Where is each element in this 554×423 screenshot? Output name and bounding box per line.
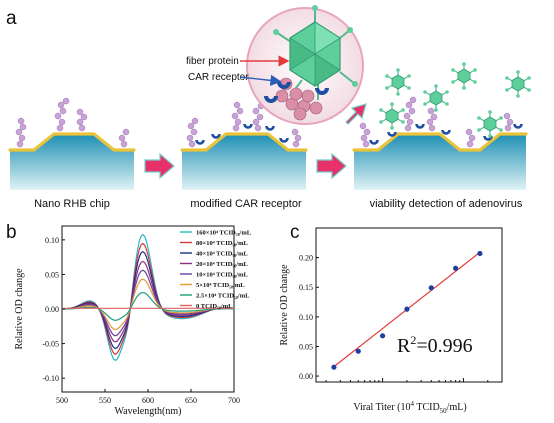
titer-points xyxy=(331,250,483,370)
spectra-x-tick-label: 600 xyxy=(142,396,154,405)
spectra-x-tick-label: 500 xyxy=(56,396,68,405)
titer-y-tick-label: 0.00 xyxy=(299,372,313,381)
spectra-y-tick-label: -0.10 xyxy=(42,374,59,383)
titer-y-tick-label: 0.20 xyxy=(299,254,313,263)
spectra-x-axis-label: Wavelength(nm) xyxy=(115,406,182,417)
process-arrow-1 xyxy=(144,152,175,180)
spectra-x-tick-label: 700 xyxy=(228,396,240,405)
legend-entry: 20×10⁴ TCID₅₀/mL xyxy=(196,261,249,268)
caption-modified: modified CAR receptor xyxy=(190,198,302,210)
legend-entry: 160×10⁴ TCID₅₀/mL xyxy=(196,230,252,237)
legend-entry: 0 TCID₅₀/mL xyxy=(196,303,233,310)
panel-c: c 0.00 0.05 0.10 0.15 0.20 R2=0.996 Viral Ti… xyxy=(279,222,503,415)
titer-x-axis-label: Viral Titer (104 TCID50/mL) xyxy=(353,400,466,415)
spectra-y-ticks: -0.10 -0.05 0.00 0.05 0.10 xyxy=(42,236,65,383)
panel-a: a xyxy=(6,5,532,210)
spectra-series-line xyxy=(62,291,235,321)
legend-entry: 5×10⁴ TCID₅₀/mL xyxy=(196,282,245,289)
process-arrow-2 xyxy=(316,152,347,180)
process-arrow-3 xyxy=(345,103,367,125)
titer-y-tick-label: 0.15 xyxy=(299,283,313,292)
zoom-virus xyxy=(273,5,358,100)
legend-entry: 2.5×10⁴ TCID₅₀/mL xyxy=(196,293,250,300)
spectra-x-tick-label: 550 xyxy=(99,396,111,405)
titer-y-tick-label: 0.05 xyxy=(299,342,313,351)
data-point xyxy=(404,306,410,312)
panel-label-b: b xyxy=(6,222,17,243)
caption-chip: Nano RHB chip xyxy=(34,198,110,210)
legend-entry: 80×10⁴ TCID₅₀/mL xyxy=(196,240,249,247)
data-point xyxy=(379,333,386,339)
spectra-x-tick-label: 650 xyxy=(185,396,197,405)
caption-detection: viability detection of adenovirus xyxy=(370,198,523,210)
legend-entry: 10×10⁴ TCID₅₀/mL xyxy=(196,272,249,279)
spectra-series-line xyxy=(61,278,235,331)
panel-label-a: a xyxy=(6,8,17,29)
spectra-x-ticks: 500 550 600 650 700 xyxy=(56,389,240,405)
data-point xyxy=(428,285,434,291)
spectra-y-axis-label: Relative OD change xyxy=(14,268,25,350)
spectra-y-tick-label: -0.05 xyxy=(42,340,59,349)
zoom-circle xyxy=(246,5,364,125)
titer-y-ticks: 0.00 0.05 0.10 0.15 0.20 xyxy=(299,254,319,381)
car-receptor-label: CAR receptor xyxy=(188,72,249,83)
spectra-y-tick-label: 0.00 xyxy=(45,305,59,314)
spectra-y-tick-label: 0.05 xyxy=(45,270,59,279)
chip-1 xyxy=(8,97,136,190)
data-point xyxy=(331,364,337,370)
titer-y-axis-label: Relative OD change xyxy=(279,264,290,346)
spectra-lines xyxy=(61,233,235,362)
data-point xyxy=(452,265,459,271)
spectra-y-tick-label: 0.10 xyxy=(45,236,59,245)
legend-entry: 40×10⁴ TCID₅₀/mL xyxy=(196,251,249,258)
spectra-legend: 160×10⁴ TCID₅₀/mL 80×10⁴ TCID₅₀/mL 40×10⁴ … xyxy=(180,230,252,310)
fiber-protein-label: fiber protein xyxy=(186,56,239,67)
titer-y-tick-label: 0.10 xyxy=(299,313,313,322)
data-point xyxy=(477,250,483,257)
data-point xyxy=(355,348,361,354)
chip-2 xyxy=(180,101,308,190)
car-receptor-arrow xyxy=(239,74,282,86)
panel-b: b 500 550 600 650 700 -0.10 -0.05 0.00 0.05 0.10… xyxy=(6,222,252,417)
panel-label-c: c xyxy=(290,222,300,243)
titer-plot-frame xyxy=(315,227,503,383)
titer-x-ticks xyxy=(325,378,503,382)
chip-3 xyxy=(352,96,528,190)
r-squared-annotation: R2=0.996 xyxy=(397,333,473,357)
